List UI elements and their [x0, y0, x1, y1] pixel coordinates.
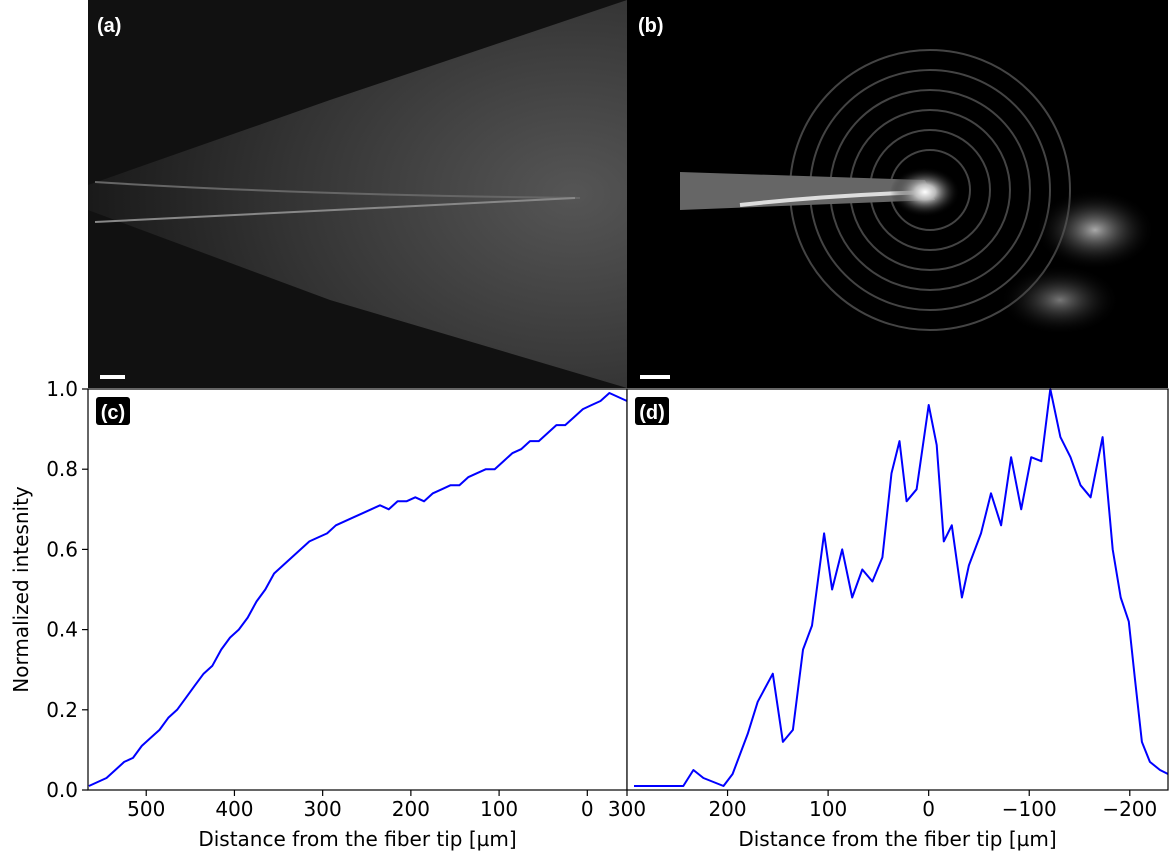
x-tick-label: 0 [581, 797, 594, 821]
y-tick-label: 0.8 [46, 457, 78, 481]
y-tick-label: 1.0 [46, 377, 78, 401]
image-b: (b) [627, 0, 1168, 388]
x-tick-label: 200 [708, 797, 746, 821]
panel-label: (c) [101, 402, 125, 424]
y-tick-label: 0.0 [46, 778, 78, 802]
x-tick-label: 400 [215, 797, 253, 821]
y-tick-label: 0.4 [46, 618, 78, 642]
data-line [634, 388, 1169, 787]
x-tick-label: 100 [480, 797, 518, 821]
x-tick-label: 100 [809, 797, 847, 821]
x-tick-label: −100 [1002, 797, 1057, 821]
axes-frame [626, 388, 1169, 791]
x-axis-label: Distance from the fiber tip [µm] [198, 827, 516, 851]
x-tick-label: 0 [922, 797, 935, 821]
y-tick-label: 0.2 [46, 698, 78, 722]
plot-area [627, 389, 1168, 790]
panel-label-box [96, 397, 130, 425]
image-a: (a) [88, 0, 627, 388]
panel-label: (d) [639, 402, 665, 424]
panel-label-box [635, 397, 669, 425]
x-tick-label: 300 [304, 797, 342, 821]
panel-label: (b) [638, 15, 664, 37]
x-axis-label: Distance from the fiber tip [µm] [738, 827, 1056, 851]
y-tick-label: 0.6 [46, 537, 78, 561]
plot-area [88, 389, 627, 790]
x-tick-label: −200 [1102, 797, 1157, 821]
x-tick-label: 300 [608, 797, 646, 821]
x-tick-label: 500 [127, 797, 165, 821]
y-axis-label: Normalized intesnity [9, 486, 33, 693]
panel-label: (a) [97, 15, 121, 37]
x-tick-label: 200 [392, 797, 430, 821]
data-line [88, 392, 628, 787]
